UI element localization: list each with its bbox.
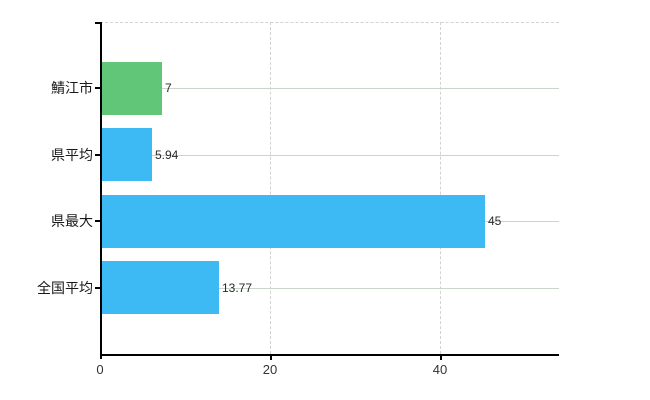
x-tick-label: 20 [262,362,278,377]
category-gridline [100,288,559,289]
bar-全国平均 [102,261,219,314]
x-gridline [270,22,271,354]
category-gridline [100,155,559,156]
y-axis-line [100,22,102,359]
x-tick-label: 40 [432,362,448,377]
category-gridline [100,88,559,89]
x-axis-tick [440,354,442,360]
x-axis-line [100,354,559,356]
y-axis-tick [95,287,100,289]
bar-県平均 [102,128,152,181]
bar-value-label: 5.94 [155,148,179,162]
plot-top-gridline [100,22,559,23]
bar-value-label: 13.77 [222,281,253,295]
x-axis-tick [270,354,272,360]
bar-value-label: 45 [488,214,502,228]
bar-value-label: 7 [165,81,172,95]
bar-鯖江市 [102,62,162,115]
category-label: 県最大 [51,213,93,229]
y-axis-tick [95,220,100,222]
category-label: 県平均 [51,147,93,163]
category-label: 全国平均 [37,280,93,296]
y-axis-top-tick [95,22,100,24]
x-tick-label: 0 [96,362,104,377]
x-gridline [440,22,441,354]
bar-県最大 [102,195,485,248]
category-label: 鯖江市 [51,80,93,96]
y-axis-tick [95,87,100,89]
y-axis-tick [95,154,100,156]
